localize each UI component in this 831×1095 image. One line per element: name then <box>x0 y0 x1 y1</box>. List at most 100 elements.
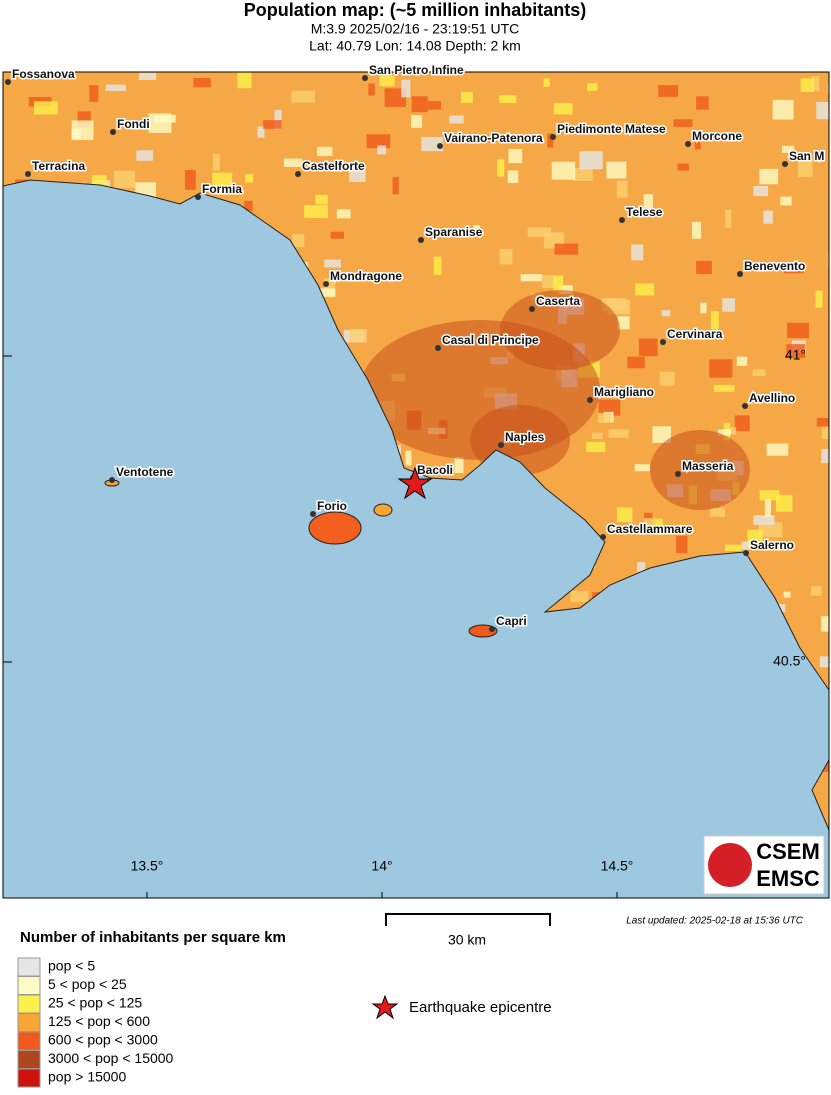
texture <box>677 163 689 171</box>
texture <box>401 79 411 98</box>
scale-bar <box>385 913 551 926</box>
place-dot <box>660 339 666 345</box>
texture <box>499 249 513 265</box>
texture <box>634 464 650 472</box>
texture <box>734 415 750 432</box>
texture <box>775 494 793 512</box>
texture <box>507 170 519 184</box>
texture <box>606 161 627 179</box>
place-dot <box>619 217 625 223</box>
texture <box>71 120 94 141</box>
texture <box>579 151 603 170</box>
texture <box>136 150 153 161</box>
texture <box>558 285 573 295</box>
place-dot <box>362 75 368 81</box>
place-label: Fossanova <box>12 67 75 81</box>
texture <box>113 170 136 188</box>
texture <box>753 185 769 197</box>
texture <box>643 194 653 212</box>
texture <box>324 259 341 268</box>
legend-label: 125 < pop < 600 <box>48 1013 150 1029</box>
texture <box>411 96 428 113</box>
texture <box>193 77 211 88</box>
place-dot <box>323 281 329 287</box>
legend-swatch <box>17 1013 41 1032</box>
texture <box>694 139 701 150</box>
place-label: Avellino <box>749 391 795 405</box>
texture <box>659 371 675 386</box>
place-dot <box>109 477 115 483</box>
texture <box>368 83 375 96</box>
texture <box>34 101 58 115</box>
subtitle: Lat: 40.79 Lon: 14.08 Depth: 2 km <box>309 38 521 54</box>
texture <box>644 512 653 523</box>
place-dot <box>5 79 11 85</box>
texture <box>608 429 629 438</box>
place-dot <box>743 550 749 556</box>
place-label: Formia <box>202 182 242 196</box>
texture <box>759 490 780 501</box>
place-label: Capri <box>496 614 527 628</box>
legend-swatch <box>17 1031 41 1051</box>
texture <box>811 586 822 596</box>
place-label: Sparanise <box>425 225 483 239</box>
urban <box>650 430 750 510</box>
texture <box>725 210 732 228</box>
place-dot <box>782 161 788 167</box>
place-label: Piedimonte Matese <box>557 122 666 136</box>
texture <box>654 518 663 535</box>
texture <box>786 344 806 358</box>
texture <box>543 78 550 87</box>
lon-label: 14° <box>371 858 392 874</box>
texture <box>780 196 792 206</box>
texture <box>257 126 265 138</box>
texture <box>304 205 328 218</box>
texture <box>323 278 336 298</box>
texture <box>736 356 748 366</box>
texture <box>454 457 464 474</box>
texture <box>787 322 809 339</box>
texture <box>508 149 523 164</box>
place-dot <box>675 471 681 477</box>
place-label: Bacoli <box>417 463 453 477</box>
texture <box>816 101 829 120</box>
texture <box>384 88 406 108</box>
texture <box>752 369 766 377</box>
place-label: Benevento <box>744 259 805 273</box>
lat-label: 40.5° <box>773 653 806 669</box>
legend-swatch <box>17 1068 41 1088</box>
place-dot <box>25 171 31 177</box>
texture <box>411 114 423 128</box>
legend-label: 5 < pop < 25 <box>48 976 127 992</box>
texture <box>800 78 815 92</box>
lon-label: 13.5° <box>131 858 164 874</box>
place-label: Cervinara <box>667 327 723 341</box>
place-label: Castelforte <box>302 159 365 173</box>
texture <box>616 180 628 198</box>
place-dot <box>418 237 424 243</box>
place-dot <box>295 171 301 177</box>
legend-label: 3000 < pop < 15000 <box>48 1050 174 1066</box>
place-label: Naples <box>505 430 545 444</box>
texture <box>336 209 351 219</box>
place-dot <box>529 306 535 312</box>
texture <box>89 85 99 102</box>
texture <box>405 450 412 466</box>
texture <box>819 656 829 668</box>
place-label: Masseria <box>682 459 734 473</box>
texture <box>725 544 742 552</box>
texture <box>449 115 464 124</box>
texture <box>554 243 579 255</box>
legend-swatch <box>17 1050 41 1069</box>
lat-label: 41° <box>785 347 806 363</box>
texture <box>700 302 707 314</box>
texture <box>696 96 709 110</box>
texture <box>349 328 368 343</box>
texture <box>153 114 176 123</box>
texture <box>527 227 552 237</box>
texture <box>758 522 783 538</box>
texture <box>379 76 395 87</box>
texture <box>274 109 282 130</box>
place-dot <box>600 534 606 540</box>
